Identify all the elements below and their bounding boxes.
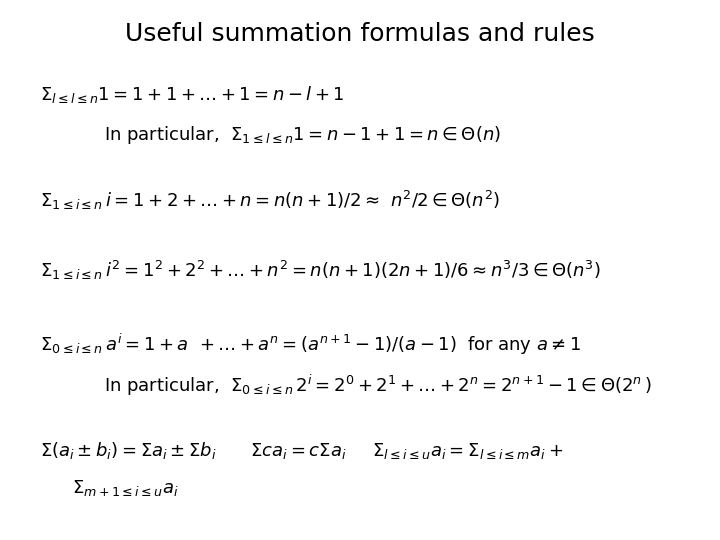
Text: Useful summation formulas and rules: Useful summation formulas and rules (125, 22, 595, 45)
Text: $\Sigma_{0\leq i\leq n}\, a^i = 1 + a\;\,+\ldots+ a^n = (a^{n+1} - 1)/(a - 1)\;$: $\Sigma_{0\leq i\leq n}\, a^i = 1 + a\;\… (40, 332, 581, 357)
Text: In particular,  $\Sigma_{0\leq i\leq n}\, 2^i = 2^0 + 2^1 +\ldots+ 2^n = 2^{n+1}: In particular, $\Sigma_{0\leq i\leq n}\,… (104, 373, 652, 398)
Text: $\Sigma_{m+1\leq i\leq u}a_i$: $\Sigma_{m+1\leq i\leq u}a_i$ (72, 478, 179, 498)
Text: $\Sigma_{1\leq i\leq n}\, i^2 = 1^2+2^2+\ldots+n^2 = n(n+1)(2n+1)/6 \approx n^3/: $\Sigma_{1\leq i\leq n}\, i^2 = 1^2+2^2+… (40, 259, 600, 282)
Text: $\Sigma(a_i \pm b_i) = \Sigma a_i \pm \Sigma b_i \qquad \Sigma ca_i = c\Sigma a_: $\Sigma(a_i \pm b_i) = \Sigma a_i \pm \S… (40, 440, 563, 461)
Text: In particular,  $\Sigma_{1\leq l\leq n}1 = n - 1 + 1 = n \in \Theta(n)$: In particular, $\Sigma_{1\leq l\leq n}1 … (104, 124, 501, 146)
Text: $\Sigma_{1\leq i\leq n}\, i = 1+2+\ldots+n = n(n+1)/2 \approx\;\, n^2/2 \in \The: $\Sigma_{1\leq i\leq n}\, i = 1+2+\ldots… (40, 189, 500, 212)
Text: $\Sigma_{l\leq l\leq n}1 = 1+1+\ldots+1 = n - l + 1$: $\Sigma_{l\leq l\leq n}1 = 1+1+\ldots+1 … (40, 84, 344, 105)
